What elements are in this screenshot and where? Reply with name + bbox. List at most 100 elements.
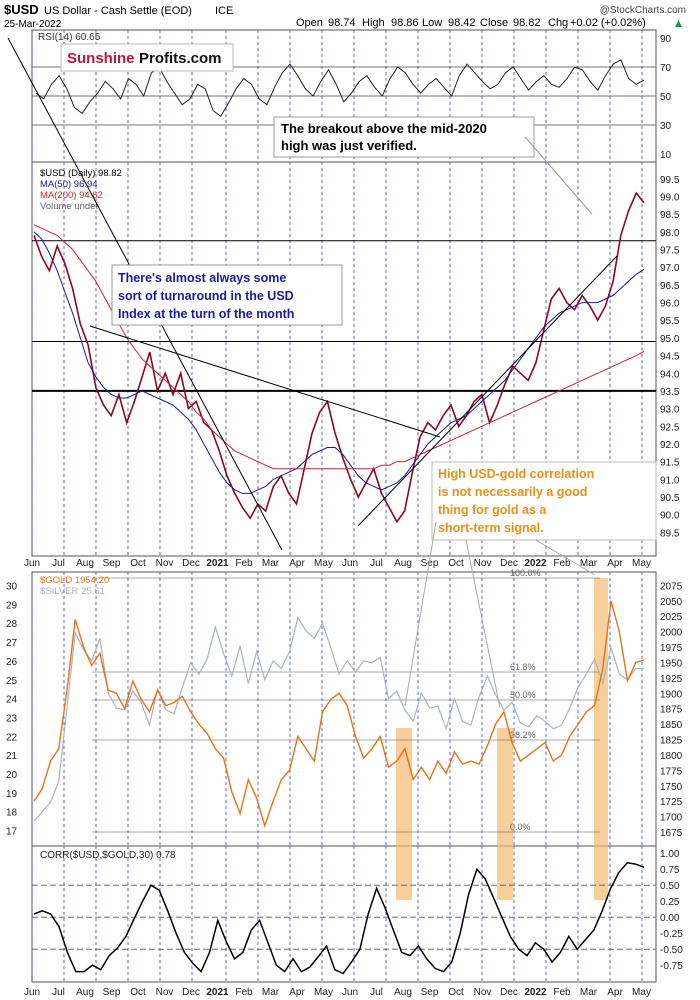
x-tick-label: Mar	[580, 558, 598, 569]
silver-tick-label: 22	[6, 732, 18, 743]
x-tick-label: Jun	[24, 558, 40, 569]
gold-legend-entry: $GOLD 1954.20	[40, 575, 109, 586]
chart-name: US Dollar - Cash Settle (EOD)	[44, 5, 192, 17]
usd-tick-label: 94.5	[660, 352, 680, 363]
x-tick-label: Apr	[607, 987, 623, 998]
fib-label: 100.0%	[510, 568, 541, 578]
turnaround-annotation: There's almost always some sort of turna…	[111, 264, 343, 326]
usd-tick-label: 97.0	[660, 263, 680, 274]
correlation-highlights	[396, 578, 608, 900]
x-tick-label: Nov	[156, 558, 174, 569]
corr-tick-label: -0.25	[660, 929, 683, 940]
x-tick-label: 2021	[206, 558, 229, 569]
rsi-legend: RSI(14) 60.65	[38, 32, 101, 43]
low-value: 98.42	[448, 17, 476, 29]
breakout-annotation: The breakout above the mid-2020 high was…	[273, 116, 593, 215]
x-tick-label: Nov	[474, 558, 492, 569]
fib-label: 0.0%	[510, 822, 531, 832]
x-tick-label: Feb	[235, 558, 253, 569]
silver-tick-label: 27	[6, 638, 18, 649]
gold-tick-label: 2050	[660, 597, 683, 608]
silver-tick-label: 28	[6, 619, 18, 630]
gold-tick-label: 1800	[660, 751, 683, 762]
usd-tick-label: 93.5	[660, 387, 680, 398]
usd-tick-label: 91.5	[660, 458, 680, 469]
x-tick-label: Dec	[500, 558, 518, 569]
x-tick-label: May	[314, 558, 333, 569]
usd-tick-label: 95.0	[660, 334, 680, 345]
silver-tick-label: 20	[6, 770, 18, 781]
x-tick-label: Sep	[421, 558, 439, 569]
gold-tick-label: 1675	[660, 828, 683, 839]
open-label: Open	[296, 17, 323, 29]
gold-tick-label: 1775	[660, 766, 683, 777]
gold-tick-label: 1700	[660, 813, 683, 824]
usd-tick-label: 89.5	[660, 528, 680, 539]
silver-tick-label: 21	[6, 751, 18, 762]
turnaround-line-1: There's almost always some	[118, 271, 286, 285]
x-tick-label: Sep	[103, 558, 121, 569]
corr-tick-label: 0.50	[660, 881, 680, 892]
silver-tick-label: 17	[6, 827, 18, 838]
rsi-tick-label: 90	[660, 34, 672, 45]
correlation-annotation: High USD-gold correlation is not necessa…	[404, 461, 657, 709]
gold-tick-label: 1950	[660, 658, 683, 669]
fib-label: 50.0%	[510, 690, 536, 700]
x-tick-label: Oct	[130, 558, 146, 569]
x-tick-label: Jul	[370, 987, 383, 998]
x-tick-label: Aug	[76, 987, 94, 998]
silver-tick-label: 25	[6, 676, 18, 687]
x-tick-label: Nov	[474, 987, 492, 998]
silver-tick-label: 18	[6, 808, 18, 819]
usd-tick-label: 95.5	[660, 316, 680, 327]
usd-tick-label: 92.5	[660, 422, 680, 433]
correlation-highlight-box	[396, 728, 412, 900]
x-tick-label: Oct	[130, 987, 146, 998]
usd-tick-label: 94.0	[660, 369, 680, 380]
usd-tick-label: 96.5	[660, 281, 680, 292]
x-tick-label: Jul	[52, 987, 65, 998]
rsi-tick-label: 70	[660, 63, 672, 74]
gold-silver-panel: 100.0% 61.8% 50.0% 38.2% 0.0% 30 29 28 27 26 25 24 2…	[6, 568, 683, 839]
x-tick-label: May	[632, 558, 651, 569]
usd-panel-frame	[31, 161, 657, 557]
gold-tick-label: 1900	[660, 689, 683, 700]
gold-tick-label: 1975	[660, 643, 683, 654]
gold-legend-entry: $SILVER 25.61	[40, 586, 105, 597]
corr-tick-label: 0.75	[660, 865, 680, 876]
usd-tick-label: 96.0	[660, 299, 680, 310]
x-tick-label: Oct	[448, 558, 464, 569]
x-tick-label: Nov	[156, 987, 174, 998]
usd-tick-label: 90.0	[660, 511, 680, 522]
x-tick-label: Dec	[500, 987, 518, 998]
x-tick-label: Jul	[52, 558, 65, 569]
usd-tick-label: 92.0	[660, 440, 680, 451]
turnaround-line-2: sort of turnaround in the USD	[118, 289, 294, 303]
x-tick-label: May	[314, 987, 333, 998]
gold-tick-label: 1875	[660, 705, 683, 716]
x-tick-label: Dec	[182, 987, 200, 998]
usd-legend-entry: Volume undef	[40, 201, 98, 212]
x-tick-label: 2021	[206, 987, 229, 998]
gold-tick-label: 1725	[660, 797, 683, 808]
axis-labels: Jun Jul Aug Sep Oct Nov Dec 2021 Feb Mar Apr May Jun…	[24, 558, 651, 998]
usd-tick-label: 91.0	[660, 475, 680, 486]
open-value: 98.74	[328, 17, 356, 29]
silver-series-line	[33, 616, 645, 822]
logo-profits: Profits.com	[139, 50, 222, 67]
x-tick-label: Oct	[448, 987, 464, 998]
gold-tick-label: 1750	[660, 782, 683, 793]
x-tick-label: Sep	[103, 987, 121, 998]
x-tick-label: Mar	[262, 987, 280, 998]
x-tick-label: Sep	[421, 987, 439, 998]
x-tick-label: Apr	[607, 558, 623, 569]
usd-tick-label: 93.0	[660, 405, 680, 416]
x-tick-label: Aug	[76, 558, 94, 569]
correlation-line-4: short-term signal.	[438, 521, 544, 535]
usd-legend-entry: MA(50) 96.94	[40, 179, 98, 190]
gold-tick-label: 2025	[660, 612, 683, 623]
correlation-line-2: is not necessarily a good	[438, 485, 587, 499]
chg-label: Chg	[548, 17, 568, 29]
usd-series-2	[33, 224, 645, 470]
